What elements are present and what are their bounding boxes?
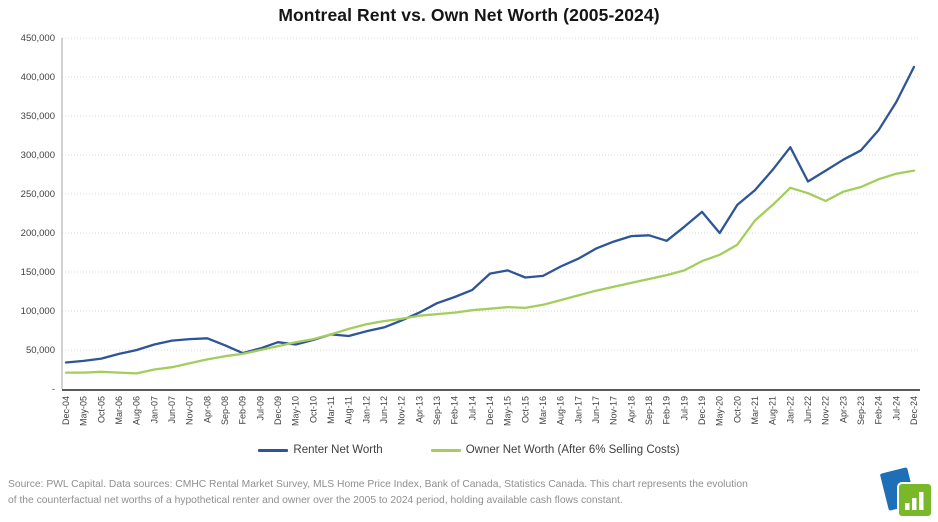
y-axis-tick-label: 350,000	[21, 111, 55, 122]
y-axis-tick-label: 300,000	[21, 150, 55, 161]
y-axis-labels: - 50,000 100,000 150,000 200,000 250,000 300,0…	[21, 33, 55, 395]
x-axis-tick-label: Jun-07	[167, 396, 177, 424]
x-axis-tick-label: Aug-11	[344, 396, 354, 424]
x-axis-tick-label: Dec-09	[273, 396, 283, 425]
legend-item-owner: Owner Net Worth (After 6% Selling Costs)	[430, 444, 680, 456]
gridlines	[62, 37, 918, 351]
x-axis-tick-label: Jun-22	[803, 396, 813, 424]
x-axis-tick-label: Jan-17	[573, 396, 583, 424]
x-axis-tick-label: Mar-16	[538, 396, 548, 425]
y-axis-tick-label: 400,000	[21, 72, 55, 83]
legend-label: Owner Net Worth (After 6% Selling Costs)	[465, 444, 680, 456]
chart-legend: Renter Net Worth Owner Net Worth (After 6…	[0, 444, 938, 456]
y-axis-tick-label: 250,000	[21, 189, 55, 200]
x-axis-tick-label: May-10	[291, 396, 301, 426]
x-axis-tick-label: Jun-17	[591, 396, 601, 424]
x-axis-tick-label: Dec-19	[697, 396, 707, 425]
x-axis-tick-label: Apr-18	[626, 396, 636, 423]
x-axis-tick-label: Jul-24	[891, 396, 901, 421]
x-axis-tick-label: Jan-22	[785, 396, 795, 424]
x-axis-tick-label: Sep-08	[220, 396, 230, 425]
x-axis-tick-label: Feb-24	[874, 396, 884, 425]
y-axis-tick-label: 50,000	[26, 345, 55, 356]
logo-bar-chart-icon	[899, 484, 931, 516]
x-axis-tick-label: Feb-19	[662, 396, 672, 425]
x-axis-tick-label: Nov-17	[609, 396, 619, 425]
series-lines	[64, 65, 916, 375]
chart-title: Montreal Rent vs. Own Net Worth (2005-20…	[278, 5, 660, 25]
y-axis-tick-label: 150,000	[21, 267, 55, 278]
x-axis-tick-label: Mar-06	[114, 396, 124, 425]
x-axis-tick-label: Nov-12	[397, 396, 407, 425]
legend-swatch	[430, 448, 461, 452]
x-axis-tick-label: May-20	[715, 396, 725, 426]
x-axis-tick-label: May-15	[503, 396, 513, 426]
legend-item-renter: Renter Net Worth	[258, 444, 383, 456]
legend-label: Renter Net Worth	[293, 444, 383, 456]
x-axis-tick-label: Apr-08	[202, 396, 212, 423]
x-axis-tick-label: Feb-14	[450, 396, 460, 425]
x-axis-tick-label: Jan-12	[361, 396, 371, 424]
x-axis-tick-label: Dec-24	[909, 396, 919, 425]
x-axis-tick-label: Oct-10	[308, 396, 318, 423]
pwl-capital-logo	[879, 467, 933, 519]
legend-swatch	[258, 448, 289, 452]
x-axis-tick-label: Oct-05	[96, 396, 106, 423]
y-axis-tick-label: -	[52, 384, 55, 395]
x-axis-tick-label: Aug-16	[556, 396, 566, 425]
x-axis-tick-label: Oct-15	[520, 396, 530, 423]
x-axis-tick-label: Nov-22	[821, 396, 831, 425]
x-axis-tick-label: Jan-07	[149, 396, 159, 424]
y-axis-tick-label: 450,000	[21, 33, 55, 44]
line-chart: - 50,000 100,000 150,000 200,000 250,000 300,0…	[21, 33, 920, 426]
x-axis-tick-label: Jul-14	[467, 396, 477, 421]
x-axis-tick-label: May-05	[79, 396, 89, 426]
x-axis-tick-label: Apr-13	[414, 396, 424, 423]
x-axis-tick-label: Oct-20	[732, 396, 742, 423]
x-axis-tick-label: Sep-13	[432, 396, 442, 425]
x-axis-tick-label: Jun-12	[379, 396, 389, 424]
owner-series-line	[64, 169, 916, 375]
x-axis-tick-label: Nov-07	[185, 396, 195, 425]
x-axis-tick-label: Aug-21	[768, 396, 778, 425]
renter-series-line	[64, 65, 916, 364]
x-axis-tick-label: Mar-21	[750, 396, 760, 425]
x-axis-tick-label: Sep-18	[644, 396, 654, 425]
x-axis-tick-label: Apr-23	[838, 396, 848, 423]
y-axis-tick-label: 100,000	[21, 306, 55, 317]
x-axis-tick-label: Feb-09	[238, 396, 248, 425]
x-axis-tick-label: Dec-14	[485, 396, 495, 425]
x-axis-tick-label: Sep-23	[856, 396, 866, 425]
y-axis-tick-label: 200,000	[21, 228, 55, 239]
x-axis-labels: Dec-04 May-05 Oct-05 Mar-06 Aug-06 Jan-07 Jun-…	[61, 396, 919, 426]
x-axis-tick-label: Jul-09	[255, 396, 265, 421]
x-axis-tick-label: Mar-11	[326, 396, 336, 424]
axes	[61, 38, 920, 391]
x-axis-tick-label: Jul-19	[679, 396, 689, 421]
x-axis-tick-label: Aug-06	[132, 396, 142, 425]
x-axis-tick-label: Dec-04	[61, 396, 71, 425]
source-note: Source: PWL Capital. Data sources: CMHC …	[8, 479, 748, 507]
